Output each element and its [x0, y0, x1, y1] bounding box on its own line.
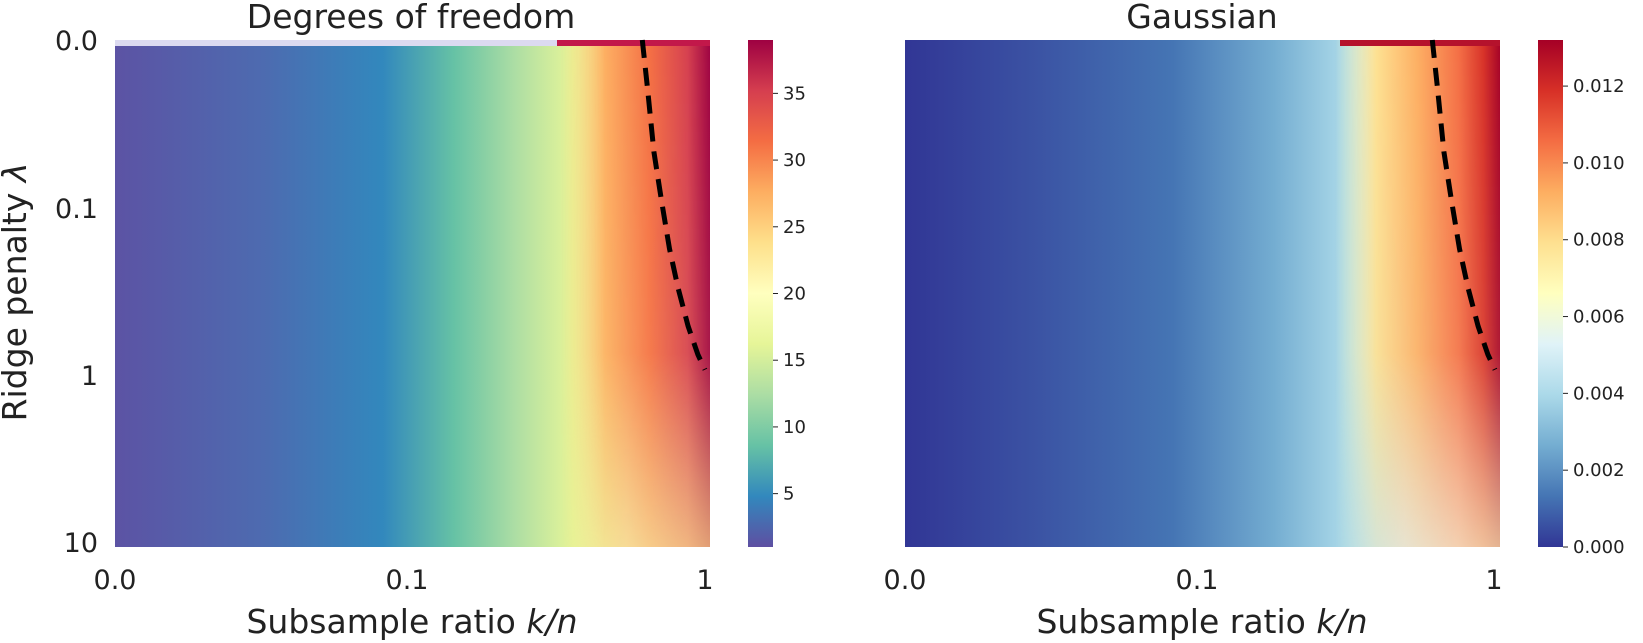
heatmap	[115, 40, 710, 547]
colorbar: 5 10 15 20 25 30 35	[748, 40, 806, 547]
heatmap-top-band-hot	[557, 40, 710, 46]
chart-title: Degrees of freedom	[247, 0, 575, 36]
colorbar-tick-label: 0.006	[1573, 307, 1625, 328]
x-tick-label: 0.0	[884, 565, 927, 596]
x-tick-label: 0.1	[1176, 565, 1219, 596]
colorbar-tick-label: 35	[783, 83, 806, 104]
colorbar-tick-label: 30	[783, 150, 806, 171]
heatmap-top-band	[115, 40, 557, 46]
colorbar-tick-label: 0.002	[1573, 460, 1625, 481]
x-axis-label: Subsample ratio k/n	[246, 602, 577, 641]
x-tick-label: 0.0	[94, 565, 137, 596]
colorbar-gradient	[748, 40, 773, 547]
heatmap-hot-region	[560, 40, 710, 547]
x-tick-label: 1	[696, 565, 713, 596]
y-tick-label: 1	[81, 361, 98, 392]
x-axis-label: Subsample ratio k/n	[1036, 602, 1367, 641]
heatmap-hot-region	[1335, 40, 1500, 547]
colorbar-tick-label: 0.000	[1573, 537, 1625, 558]
colorbar-ticks: 0.000 0.002 0.004 0.006 0.008 0.010 0.012	[1563, 76, 1625, 558]
y-tick-label: 0.0	[55, 26, 98, 57]
panel-gaussian: Gaussian 0.0 0.1 1 Subsample ratio k/n 0…	[884, 0, 1625, 641]
colorbar-gradient	[1538, 40, 1563, 547]
colorbar-tick-label: 20	[783, 284, 806, 305]
x-tick-label: 1	[1485, 565, 1502, 596]
chart-title: Gaussian	[1126, 0, 1277, 36]
colorbar-tick-label: 0.008	[1573, 230, 1625, 251]
colorbar-tick-label: 5	[783, 484, 794, 505]
colorbar-tick-label: 0.004	[1573, 383, 1625, 404]
colorbar-tick-label: 25	[783, 217, 806, 238]
panel-degrees-of-freedom: Degrees of freedom 0.0 0.1 1 10 0.0 0.1 …	[0, 0, 806, 641]
colorbar: 0.000 0.002 0.004 0.006 0.008 0.010 0.012	[1538, 40, 1625, 558]
y-tick-label: 10	[64, 528, 98, 559]
dashed-contour-line	[1429, 39, 1498, 371]
dashed-contour-line	[639, 39, 708, 371]
heatmap-top-band-hot	[1340, 40, 1500, 46]
y-tick-label: 0.1	[55, 194, 98, 225]
y-axis-label: Ridge penalty λ	[0, 163, 34, 422]
colorbar-tick-label: 10	[783, 417, 806, 438]
colorbar-ticks: 5 10 15 20 25 30 35	[773, 83, 806, 505]
colorbar-tick-label: 0.010	[1573, 153, 1625, 174]
colorbar-tick-label: 15	[783, 350, 806, 371]
x-tick-label: 0.1	[386, 565, 429, 596]
colorbar-tick-label: 0.012	[1573, 76, 1625, 97]
heatmap	[905, 40, 1500, 547]
